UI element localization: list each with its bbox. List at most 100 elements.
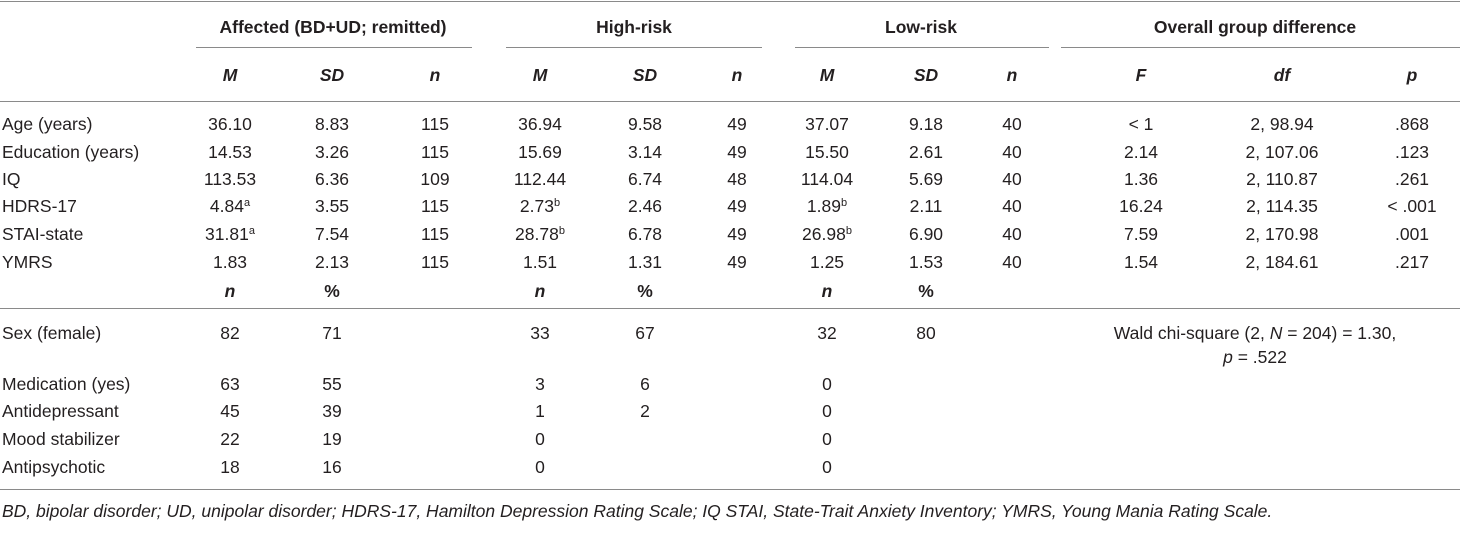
cell-low-risk-n: 0	[822, 429, 832, 449]
cell-affected-percent: 19	[322, 429, 342, 449]
superscript-marker: b	[840, 197, 848, 209]
row-label: STAI-state	[2, 224, 84, 244]
subheader-p: p	[1406, 65, 1418, 85]
cell-high-risk-m: 36.94	[518, 114, 562, 134]
subheader-n: n	[534, 281, 546, 301]
cell-affected-m: 4.84a	[209, 196, 251, 216]
cell-low-risk-percent: 80	[916, 323, 936, 343]
cell-high-risk-m: 15.69	[518, 142, 562, 162]
cell-affected-n: 115	[421, 196, 449, 216]
row-label: HDRS-17	[2, 196, 77, 216]
cell-f: < 1	[1128, 114, 1154, 134]
cell-low-risk-m: 26.98b	[802, 224, 852, 244]
cell-low-risk-n: 0	[822, 457, 832, 477]
cell-affected-n: 63	[220, 374, 240, 394]
cell-df: 2, 98.94	[1250, 114, 1314, 134]
cell-affected-m: 31.81a	[205, 224, 255, 244]
row-label: Mood stabilizer	[2, 429, 120, 449]
group-header-high-risk: High-risk	[596, 17, 672, 37]
cell-high-risk-percent: 67	[635, 323, 655, 343]
subheader-m: M	[532, 65, 548, 85]
cell-high-risk-n: 0	[535, 457, 545, 477]
wald-line-2: p = .522	[1223, 347, 1287, 367]
cell-affected-m: 14.53	[208, 142, 252, 162]
cell-affected-sd: 2.13	[314, 252, 350, 272]
cell-affected-n: 115	[421, 114, 449, 134]
subheader-f: F	[1135, 65, 1147, 85]
subheader-percent: %	[324, 281, 340, 301]
cell-p: .001	[1394, 224, 1430, 244]
superscript-marker: b	[558, 225, 565, 237]
cell-affected-n: 82	[220, 323, 240, 343]
cell-df: 2, 114.35	[1246, 196, 1318, 216]
header-rule	[0, 101, 1460, 102]
cell-df: 2, 170.98	[1245, 224, 1319, 244]
row-label: YMRS	[2, 252, 53, 272]
cell-p: .217	[1394, 252, 1430, 272]
cell-high-risk-sd: 1.31	[627, 252, 663, 272]
cell-high-risk-sd: 2.46	[627, 196, 663, 216]
cell-low-risk-n: 40	[1002, 114, 1022, 134]
cell-p: .261	[1394, 169, 1430, 189]
subheader-n: n	[821, 281, 833, 301]
bottom-rule	[0, 489, 1460, 490]
cell-affected-percent: 55	[322, 374, 342, 394]
row-label: Sex (female)	[2, 323, 102, 343]
cell-affected-sd: 6.36	[314, 169, 350, 189]
cell-low-risk-m: 114.04	[800, 169, 854, 189]
cell-low-risk-sd: 5.69	[908, 169, 944, 189]
cell-f: 1.54	[1123, 252, 1159, 272]
cell-f: 16.24	[1119, 196, 1163, 216]
cell-high-risk-n: 49	[727, 142, 747, 162]
cell-high-risk-n: 1	[535, 401, 545, 421]
cell-low-risk-n: 40	[1002, 252, 1022, 272]
cell-affected-n: 18	[220, 457, 240, 477]
row-label: Antipsychotic	[2, 457, 106, 477]
cell-high-risk-n: 3	[535, 374, 545, 394]
footnote: BD, bipolar disorder; UD, unipolar disor…	[2, 501, 1273, 521]
subheader-m: M	[819, 65, 835, 85]
cell-low-risk-m: 1.25	[809, 252, 845, 272]
affected-underline	[196, 47, 472, 48]
superscript-marker: b	[845, 225, 852, 237]
cell-high-risk-percent: 6	[640, 374, 650, 394]
group-header-low-risk: Low-risk	[885, 17, 957, 37]
cell-low-risk-m: 37.07	[805, 114, 849, 134]
subheader-sd: SD	[319, 65, 345, 85]
cell-low-risk-n: 40	[1002, 142, 1022, 162]
cell-low-risk-sd: 1.53	[908, 252, 944, 272]
cell-affected-percent: 16	[322, 457, 342, 477]
cell-high-risk-n: 49	[727, 114, 747, 134]
cell-low-risk-n: 32	[817, 323, 837, 343]
high-risk-underline	[506, 47, 762, 48]
cell-df: 2, 184.61	[1245, 252, 1319, 272]
subheader-percent: %	[637, 281, 653, 301]
cell-low-risk-sd: 9.18	[908, 114, 944, 134]
cell-low-risk-sd: 2.11	[909, 196, 943, 216]
subheader-n: n	[429, 65, 441, 85]
cell-high-risk-sd: 6.74	[627, 169, 663, 189]
subheader-n: n	[224, 281, 236, 301]
cell-affected-n: 115	[421, 252, 449, 272]
cell-high-risk-sd: 6.78	[627, 224, 663, 244]
cell-low-risk-n: 40	[1002, 169, 1022, 189]
superscript-marker: b	[553, 197, 561, 209]
cell-low-risk-sd: 6.90	[908, 224, 944, 244]
subheader-n: n	[1006, 65, 1018, 85]
row-label: Antidepressant	[2, 401, 119, 421]
subheader-sd: SD	[913, 65, 939, 85]
row-label: Medication (yes)	[2, 374, 131, 394]
overall-underline	[1061, 47, 1460, 48]
subheader-percent: %	[918, 281, 934, 301]
cell-high-risk-n: 33	[530, 323, 550, 343]
cell-affected-n: 115	[421, 142, 449, 162]
cell-affected-n: 115	[421, 224, 449, 244]
row-label: IQ	[2, 169, 21, 189]
cell-f: 2.14	[1123, 142, 1159, 162]
cell-p: .868	[1394, 114, 1430, 134]
cell-high-risk-n: 49	[727, 252, 747, 272]
cell-low-risk-n: 40	[1002, 224, 1022, 244]
cell-high-risk-n: 49	[727, 196, 747, 216]
cell-affected-n: 22	[220, 429, 240, 449]
